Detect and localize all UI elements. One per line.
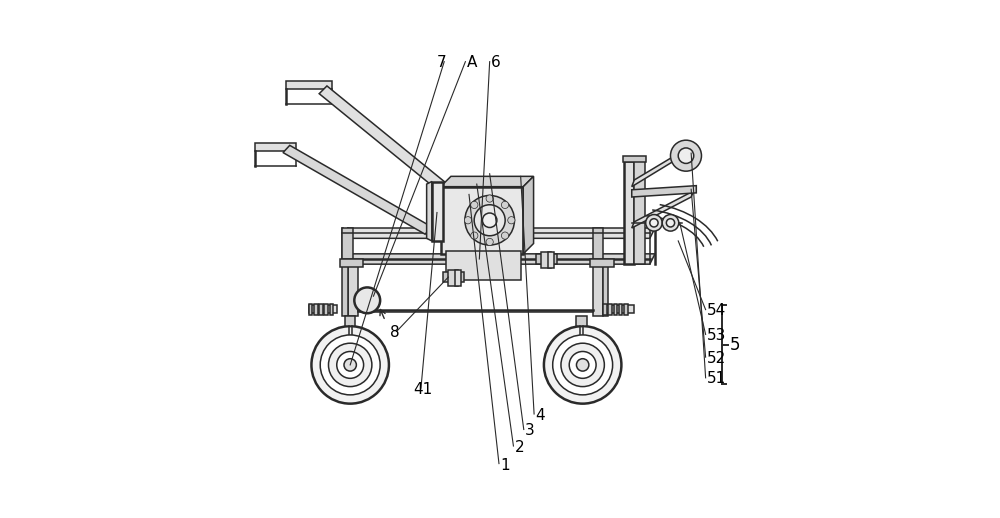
Text: 54: 54 <box>707 303 726 318</box>
Circle shape <box>666 219 675 227</box>
Bar <box>324 305 328 315</box>
Bar <box>319 305 323 315</box>
Polygon shape <box>348 264 358 316</box>
Polygon shape <box>632 145 694 186</box>
Polygon shape <box>676 147 696 166</box>
Bar <box>541 252 551 268</box>
Polygon shape <box>340 259 363 267</box>
Circle shape <box>337 352 364 378</box>
Text: 4: 4 <box>535 408 545 423</box>
Bar <box>603 305 607 315</box>
Polygon shape <box>345 316 355 326</box>
Bar <box>448 270 458 286</box>
Circle shape <box>678 148 694 163</box>
Polygon shape <box>443 272 464 282</box>
Polygon shape <box>286 81 332 89</box>
Polygon shape <box>342 228 353 264</box>
Circle shape <box>471 232 478 239</box>
Polygon shape <box>624 161 634 264</box>
Bar <box>614 305 617 315</box>
Polygon shape <box>255 143 296 151</box>
Circle shape <box>662 214 679 231</box>
Circle shape <box>650 219 658 227</box>
Polygon shape <box>632 185 696 197</box>
Circle shape <box>464 217 472 224</box>
Polygon shape <box>576 316 587 326</box>
Circle shape <box>320 335 380 395</box>
Circle shape <box>646 214 662 231</box>
Polygon shape <box>283 146 432 234</box>
Circle shape <box>561 343 604 386</box>
Polygon shape <box>427 181 432 241</box>
Circle shape <box>569 352 596 378</box>
Text: 8: 8 <box>390 325 400 340</box>
Polygon shape <box>441 176 534 186</box>
Polygon shape <box>593 264 603 316</box>
Bar <box>314 305 318 315</box>
Polygon shape <box>319 86 466 207</box>
Polygon shape <box>603 264 608 316</box>
Text: A: A <box>466 55 477 70</box>
Circle shape <box>465 195 514 245</box>
Circle shape <box>486 195 493 202</box>
Bar <box>330 305 333 315</box>
Text: 6: 6 <box>491 55 500 70</box>
Text: 7: 7 <box>437 55 447 70</box>
Polygon shape <box>441 186 523 254</box>
Circle shape <box>576 358 589 371</box>
Polygon shape <box>536 254 557 264</box>
Circle shape <box>311 326 389 404</box>
Polygon shape <box>342 228 655 238</box>
Circle shape <box>474 205 505 236</box>
Polygon shape <box>309 306 337 313</box>
Text: 5: 5 <box>729 336 740 354</box>
Circle shape <box>486 238 493 246</box>
Circle shape <box>328 343 372 386</box>
Text: 3: 3 <box>525 423 535 438</box>
Polygon shape <box>603 306 634 313</box>
Polygon shape <box>342 264 348 316</box>
Polygon shape <box>634 161 645 264</box>
Circle shape <box>344 358 356 371</box>
Bar <box>608 305 612 315</box>
Text: 2: 2 <box>514 440 524 455</box>
Circle shape <box>501 202 509 209</box>
Circle shape <box>508 217 515 224</box>
Polygon shape <box>432 181 443 241</box>
Polygon shape <box>446 251 521 280</box>
Text: 51: 51 <box>707 371 726 386</box>
Polygon shape <box>593 228 603 264</box>
Bar <box>624 305 628 315</box>
Bar <box>619 305 622 315</box>
Polygon shape <box>623 156 646 162</box>
Bar <box>548 252 554 268</box>
Polygon shape <box>590 259 614 267</box>
Polygon shape <box>523 176 534 254</box>
Bar <box>455 270 461 286</box>
Bar <box>309 305 312 315</box>
Circle shape <box>471 202 478 209</box>
Text: 53: 53 <box>707 328 726 343</box>
Circle shape <box>501 232 509 239</box>
Circle shape <box>553 335 613 395</box>
Polygon shape <box>342 254 655 264</box>
Text: 1: 1 <box>500 458 510 473</box>
Text: 52: 52 <box>707 351 726 366</box>
Polygon shape <box>632 191 694 228</box>
Text: 41: 41 <box>413 382 432 397</box>
Circle shape <box>544 326 621 404</box>
Circle shape <box>354 287 380 313</box>
Circle shape <box>482 213 497 227</box>
Circle shape <box>670 140 701 171</box>
